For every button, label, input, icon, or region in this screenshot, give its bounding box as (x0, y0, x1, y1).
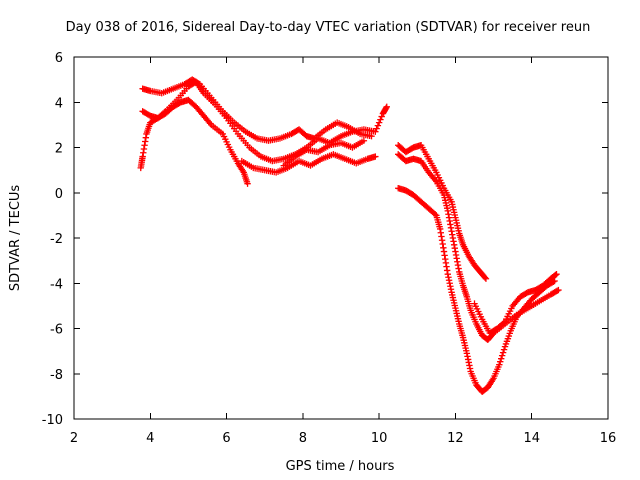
y-tick-label: 6 (55, 51, 63, 66)
y-tick-label: 4 (55, 96, 63, 111)
y-tick-label: -10 (42, 413, 63, 428)
data-point (375, 119, 383, 126)
series-track-e (280, 137, 368, 169)
data-point (374, 122, 382, 129)
y-tick-label: 0 (55, 187, 63, 202)
data-point (553, 271, 560, 278)
data-point (373, 125, 380, 132)
series-track-b (139, 78, 390, 165)
y-tick-label: -8 (50, 368, 63, 383)
plot-area (137, 76, 562, 396)
data-point (360, 137, 368, 144)
data-point (553, 287, 561, 294)
data-point (500, 319, 507, 327)
data-point (378, 113, 385, 120)
x-tick-label: 10 (371, 431, 388, 446)
data-point (552, 271, 559, 279)
x-tick-label: 16 (600, 431, 617, 446)
y-tick-label: -6 (50, 323, 63, 338)
y-tick-label: -2 (50, 232, 63, 247)
x-tick-label: 8 (299, 431, 307, 446)
series-track-c (137, 96, 251, 187)
data-point (372, 153, 379, 160)
y-axis: -10 -8 -6 -4 -2 0 2 4 6 (42, 51, 608, 428)
data-point (500, 346, 508, 353)
data-point (482, 275, 490, 282)
series-track-i (471, 271, 560, 337)
data-point (496, 361, 503, 368)
data-point (498, 352, 506, 359)
x-tick-label: 12 (447, 431, 464, 446)
data-point (481, 274, 489, 281)
data-point (497, 358, 504, 365)
data-point (499, 349, 507, 356)
chart-title: Day 038 of 2016, Sidereal Day-to-day VTE… (66, 20, 591, 35)
series-track-d (238, 151, 379, 176)
y-tick-label: 2 (55, 142, 63, 157)
x-axis: 2 4 6 8 10 12 14 16 (70, 57, 616, 446)
y-tick-label: -4 (50, 277, 63, 292)
data-point (498, 355, 505, 362)
data-point (377, 116, 384, 123)
series-track-a (139, 76, 375, 144)
data-point (555, 286, 562, 294)
series-track-h (395, 185, 558, 396)
x-axis-label: GPS time / hours (286, 459, 395, 474)
data-point (372, 128, 379, 135)
data-point (244, 180, 251, 187)
x-tick-label: 14 (523, 431, 540, 446)
data-point (431, 211, 439, 218)
plot-frame (73, 56, 609, 420)
data-point (383, 103, 390, 110)
x-tick-label: 4 (146, 431, 154, 446)
y-axis-label: SDTVAR / TECUs (8, 185, 23, 292)
series-track-f (395, 142, 490, 282)
x-tick-label: 6 (222, 431, 230, 446)
x-tick-label: 2 (70, 431, 78, 446)
